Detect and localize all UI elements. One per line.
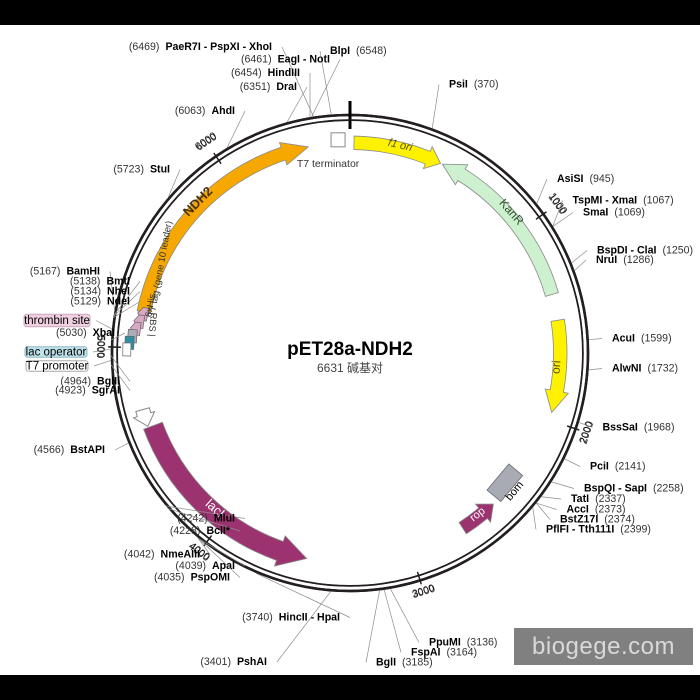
svg-text:T7 promoter: T7 promoter [26, 361, 89, 373]
svg-text:NruI(1286): NruI (1286) [596, 254, 654, 266]
svg-text:(5723)StuI: (5723) StuI [113, 164, 170, 176]
svg-text:(6469)PaeR7I - PspXI - XhoI: (6469) PaeR7I - PspXI - XhoI [129, 41, 272, 53]
svg-text:lac operator: lac operator [26, 347, 87, 359]
svg-text:1000: 1000 [546, 192, 568, 217]
svg-text:(4039)ApaI: (4039) ApaI [175, 560, 235, 572]
svg-text:(5129)NdeI: (5129) NdeI [70, 296, 130, 308]
svg-text:PsiI(370): PsiI (370) [449, 79, 499, 91]
svg-text:(6063)AhdI: (6063) AhdI [175, 105, 235, 117]
svg-text:TspMI - XmaI(1067): TspMI - XmaI (1067) [573, 195, 674, 207]
svg-text:(6351)DraI: (6351) DraI [240, 81, 297, 93]
svg-text:pET28a-NDH2: pET28a-NDH2 [287, 339, 413, 360]
svg-text:BssSaI(1968): BssSaI (1968) [603, 422, 675, 434]
svg-text:SmaI(1069): SmaI (1069) [583, 207, 645, 219]
svg-text:(6454)HindIII: (6454) HindIII [231, 67, 300, 79]
svg-text:(5030)XbaI: (5030) XbaI [56, 327, 115, 339]
svg-text:(3740)HincII - HpaI: (3740) HincII - HpaI [242, 612, 340, 624]
svg-text:BglI(3185): BglI (3185) [376, 657, 433, 669]
svg-text:thrombin site: thrombin site [24, 315, 90, 327]
svg-text:T7 terminator: T7 terminator [297, 158, 360, 170]
svg-text:AsiSI(945): AsiSI (945) [557, 173, 614, 185]
svg-text:ori: ori [549, 360, 564, 374]
svg-text:PciI(2141): PciI (2141) [590, 461, 645, 473]
svg-text:(4035)PspOMI: (4035) PspOMI [154, 572, 230, 584]
svg-text:(4042)NmeAIII: (4042) NmeAIII [124, 549, 200, 561]
svg-text:AlwNI(1732): AlwNI (1732) [612, 363, 678, 375]
svg-text:BlpI(6548): BlpI (6548) [330, 45, 387, 57]
svg-text:6000: 6000 [194, 132, 219, 154]
svg-text:(6461)EagI - NotI: (6461) EagI - NotI [241, 54, 330, 66]
svg-text:(3401)PshAI: (3401) PshAI [200, 656, 267, 668]
svg-text:PflFI - Tth111I(2399): PflFI - Tth111I (2399) [546, 524, 651, 536]
svg-text:(4228)BclI*: (4228) BclI* [170, 525, 231, 537]
svg-text:(4566)BstAPI: (4566) BstAPI [34, 444, 105, 456]
svg-text:AcuI(1599): AcuI (1599) [612, 333, 672, 345]
svg-text:6631 碱基对: 6631 碱基对 [317, 361, 383, 375]
